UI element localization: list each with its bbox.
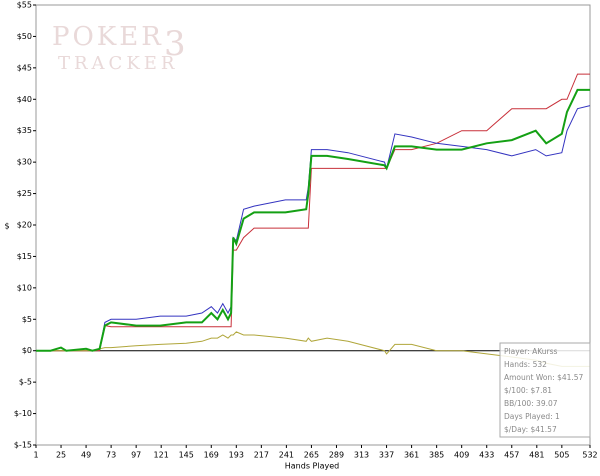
x-tick-label: 313 — [354, 451, 369, 460]
x-tick-label: 532 — [582, 451, 597, 460]
x-tick-label: 457 — [504, 451, 519, 460]
info-line: Amount Won: $41.57 — [504, 373, 584, 382]
x-tick-label: 361 — [404, 451, 419, 460]
info-line: $/Day: $41.57 — [504, 425, 557, 434]
info-line: Hands: 532 — [504, 360, 547, 369]
x-tick-label: 481 — [529, 451, 544, 460]
x-tick-label: 73 — [106, 451, 116, 460]
y-axis-label: $ — [4, 222, 9, 231]
info-line: $/100: $7.81 — [504, 386, 552, 395]
series-line — [36, 105, 591, 352]
x-tick-label: 337 — [379, 451, 394, 460]
info-box: Player: AKurss Hands: 532 Amount Won: $41.… — [499, 342, 591, 438]
x-tick-label: 505 — [554, 451, 569, 460]
y-tick-label: $45 — [17, 63, 32, 72]
y-tick-label: $15 — [17, 252, 32, 261]
series-line — [36, 73, 590, 352]
y-tick-label: $20 — [17, 221, 32, 230]
x-tick-label: 433 — [479, 451, 494, 460]
y-tick-label: $30 — [17, 158, 32, 167]
y-tick-label: $55 — [17, 1, 32, 10]
x-tick-label: 409 — [454, 451, 469, 460]
y-tick-label: $40 — [17, 95, 32, 104]
watermark: TRACKER — [58, 53, 178, 74]
x-tick-label: 49 — [81, 451, 91, 460]
x-axis-label: Hands Played — [285, 462, 339, 471]
watermark: POKER — [52, 22, 164, 52]
info-line: Days Played: 1 — [504, 412, 560, 421]
x-tick-label: 385 — [429, 451, 444, 460]
x-tick-label: 217 — [254, 451, 269, 460]
x-tick-label: 169 — [204, 451, 219, 460]
x-tick-label: 121 — [154, 451, 169, 460]
x-tick-label: 145 — [179, 451, 194, 460]
series-line — [36, 331, 590, 367]
x-tick-label: 193 — [229, 451, 244, 460]
y-tick-label: $50 — [17, 32, 32, 41]
y-tick-label: $0 — [22, 346, 32, 355]
y-tick-label: $-10 — [14, 409, 32, 418]
y-tick-label: $25 — [17, 189, 32, 198]
y-tick-label: $-5 — [19, 378, 32, 387]
x-tick-label: 25 — [56, 451, 66, 460]
y-tick-label: $-15 — [14, 441, 32, 450]
x-tick-label: 265 — [304, 451, 319, 460]
y-tick-label: $10 — [17, 283, 32, 292]
info-line: Player: AKurss — [504, 347, 558, 356]
x-tick-label: 289 — [329, 451, 344, 460]
info-line: BB/100: 39.07 — [504, 399, 558, 408]
y-tick-label: $35 — [17, 126, 32, 135]
y-tick-label: $5 — [22, 315, 32, 324]
x-tick-label: 97 — [131, 451, 141, 460]
x-tick-label: 1 — [33, 451, 38, 460]
series-line — [36, 88, 590, 352]
info-box-frame — [499, 342, 591, 438]
watermark: 3 — [164, 24, 189, 64]
x-tick-label: 241 — [279, 451, 294, 460]
